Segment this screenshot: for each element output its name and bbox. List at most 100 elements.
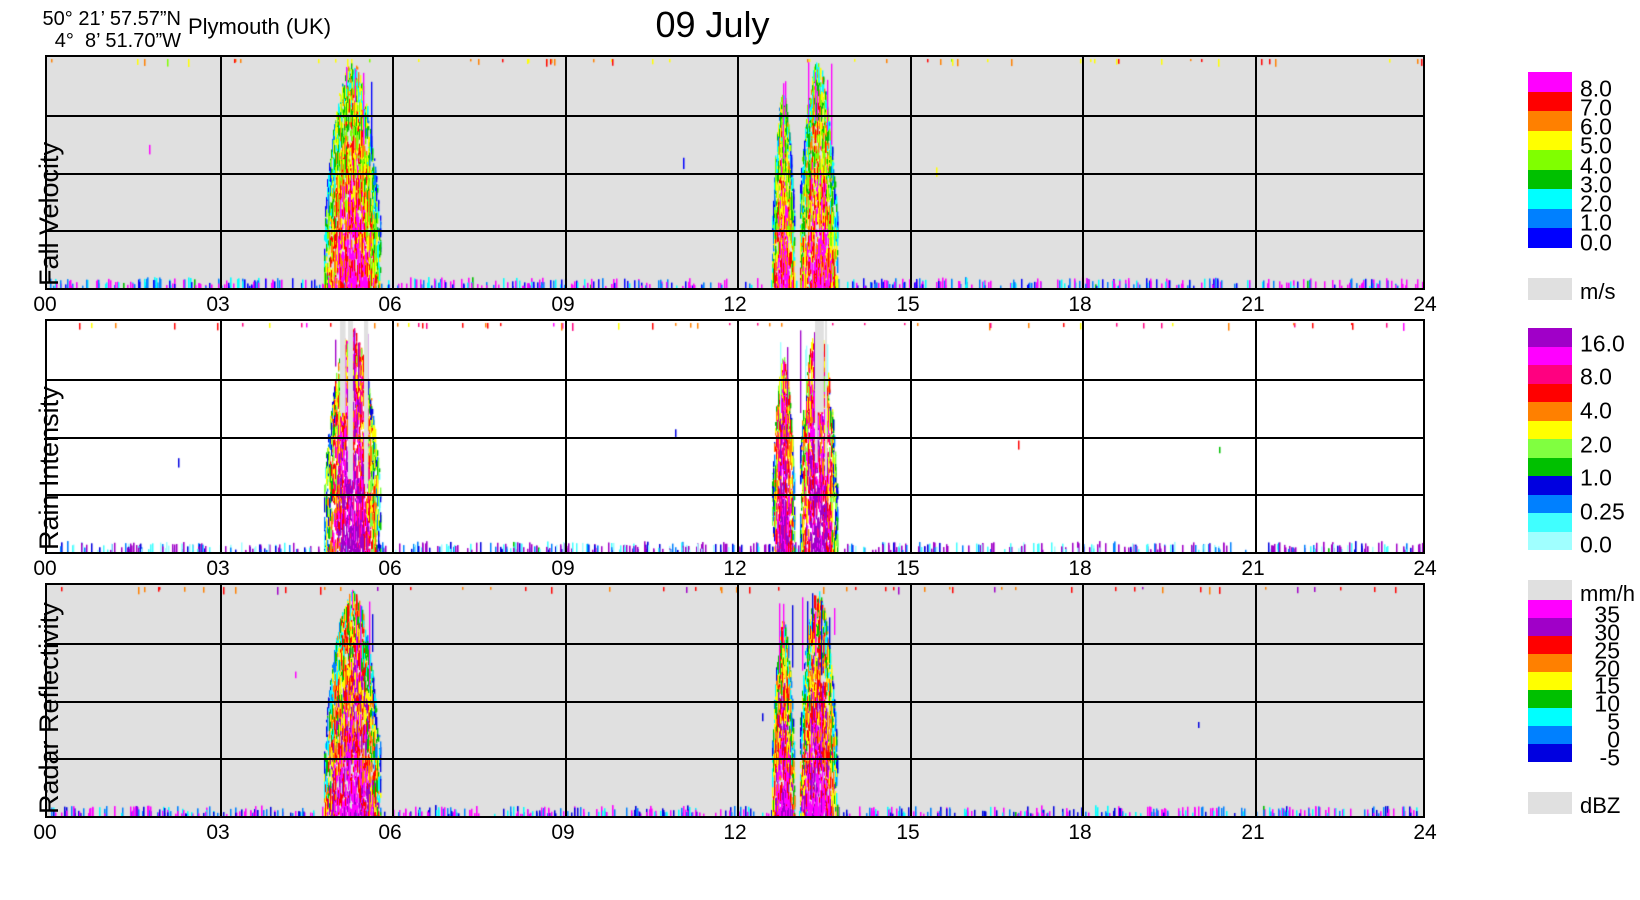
colorbar-band [1528, 130, 1572, 150]
vertical-gridline [1255, 321, 1257, 552]
colorbar-band [1528, 91, 1572, 111]
x-tick-label: 09 [551, 293, 575, 316]
horizontal-gridline [47, 494, 1423, 496]
vertical-gridline [737, 585, 739, 816]
colorbar-tick-label: 25 [1594, 637, 1620, 664]
vertical-gridline [1255, 585, 1257, 816]
x-tick-label: 21 [1241, 557, 1265, 580]
x-tick-label: 12 [723, 821, 747, 844]
panel-rain-intensity [45, 319, 1425, 554]
x-tick-label: 03 [206, 557, 230, 580]
colorbar-band [1528, 189, 1572, 209]
colorbar-band [1528, 672, 1572, 690]
colorbar-tick-label: 6.0 [1580, 113, 1612, 140]
colorbar-band [1528, 169, 1572, 189]
vertical-gridline [220, 585, 222, 816]
x-tick-label: 12 [723, 293, 747, 316]
horizontal-gridline [47, 115, 1423, 117]
colorbar-band [1528, 513, 1572, 532]
colorbar-band [1528, 600, 1572, 618]
colorbar-nodata-swatch [1528, 580, 1572, 602]
x-tick-label: 00 [33, 821, 57, 844]
vertical-gridline [910, 321, 912, 552]
colorbar-nodata-swatch [1528, 277, 1572, 300]
vertical-gridline [392, 57, 394, 288]
colorbar-tick-label: 0 [1607, 726, 1620, 753]
x-tick-label: 18 [1068, 821, 1092, 844]
x-axis-ticks-rain-intensity: 00 03 06 09 12 15 18 21 24 [33, 557, 1436, 583]
x-tick-label: 09 [551, 557, 575, 580]
colorbar-band [1528, 726, 1572, 744]
colorbar-band [1528, 618, 1572, 636]
colorbar-band [1528, 439, 1572, 458]
colorbar-tick-label: 35 [1594, 601, 1620, 628]
x-axis-ticks-fall-velocity: 00 03 06 09 12 15 18 21 24 [33, 293, 1436, 319]
x-tick-label: 15 [896, 821, 920, 844]
colorbar-swatches [1528, 328, 1572, 550]
colorbar-band [1528, 457, 1572, 476]
vertical-gridline [1255, 57, 1257, 288]
plot-area-rain-intensity [45, 319, 1425, 554]
colorbar-unit-label: m/s [1580, 278, 1616, 304]
plot-area-radar-reflectivity [45, 583, 1425, 818]
data-layer-radar-reflectivity [47, 585, 1423, 816]
x-tick-label: 06 [378, 557, 402, 580]
y-axis-label-radar-reflectivity: Radar Reflectivity [34, 602, 64, 814]
data-layer-rain-intensity [47, 321, 1423, 552]
colorbar-band [1528, 690, 1572, 708]
panel-radar-reflectivity [45, 583, 1425, 818]
colorbar-band [1528, 420, 1572, 439]
vertical-gridline [392, 585, 394, 816]
vertical-gridline [392, 321, 394, 552]
vertical-gridline [565, 585, 567, 816]
colorbar-band [1528, 150, 1572, 170]
colorbar-tick-label: 16.0 [1580, 330, 1625, 357]
vertical-gridline [220, 57, 222, 288]
x-tick-label: 12 [723, 557, 747, 580]
colorbar-tick-label: -5 [1599, 744, 1620, 770]
vertical-gridline [910, 585, 912, 816]
vertical-gridline [737, 321, 739, 552]
x-axis-ticks-radar-reflectivity: 00 03 06 09 12 15 18 21 24 [33, 821, 1436, 847]
station-name-label: Plymouth (UK) [188, 14, 332, 39]
x-tick-label: 21 [1241, 293, 1265, 316]
x-tick-label: 24 [1413, 293, 1437, 316]
vertical-gridline [1082, 321, 1084, 552]
colorbar-tick-label: 5 [1607, 708, 1620, 735]
x-tick-label: 18 [1068, 293, 1092, 316]
x-tick-label: 24 [1413, 557, 1437, 580]
x-tick-label: 24 [1413, 821, 1437, 844]
colorbar-tick-label: 7.0 [1580, 94, 1612, 121]
vertical-gridline [910, 57, 912, 288]
horizontal-gridline [47, 379, 1423, 381]
data-layer-fall-velocity [47, 57, 1423, 288]
horizontal-gridline [47, 643, 1423, 645]
colorbar-tick-label: 20 [1594, 655, 1620, 682]
colorbar-band [1528, 476, 1572, 495]
colorbar-band [1528, 402, 1572, 421]
vertical-gridline [565, 57, 567, 288]
colorbar-band [1528, 346, 1572, 365]
colorbar-band [1528, 636, 1572, 654]
x-tick-label: 21 [1241, 821, 1265, 844]
colorbar-tick-label: 10 [1594, 690, 1620, 717]
horizontal-gridline [47, 230, 1423, 232]
colorbar-tick-label: 1.0 [1580, 464, 1612, 491]
vertical-gridline [220, 321, 222, 552]
vertical-gridline [737, 57, 739, 288]
colorbar-unit-label: dBZ [1580, 793, 1621, 818]
x-tick-label: 03 [206, 821, 230, 844]
x-tick-label: 15 [896, 557, 920, 580]
colorbar-tick-label: 4.0 [1580, 397, 1612, 424]
colorbar-swatches [1528, 72, 1572, 248]
colorbar-band [1528, 708, 1572, 726]
x-tick-label: 06 [378, 821, 402, 844]
colorbar-tick-label: 0.25 [1580, 498, 1625, 525]
colorbar-tick-label: 8.0 [1580, 75, 1612, 102]
colorbar-tick-label: 8.0 [1580, 363, 1612, 390]
colorbar-band [1528, 111, 1572, 131]
colorbar-tick-label: 30 [1594, 619, 1620, 646]
colorbar-nodata-swatch [1528, 792, 1572, 814]
page-title: 09 July [655, 4, 770, 45]
x-tick-label: 00 [33, 293, 57, 316]
